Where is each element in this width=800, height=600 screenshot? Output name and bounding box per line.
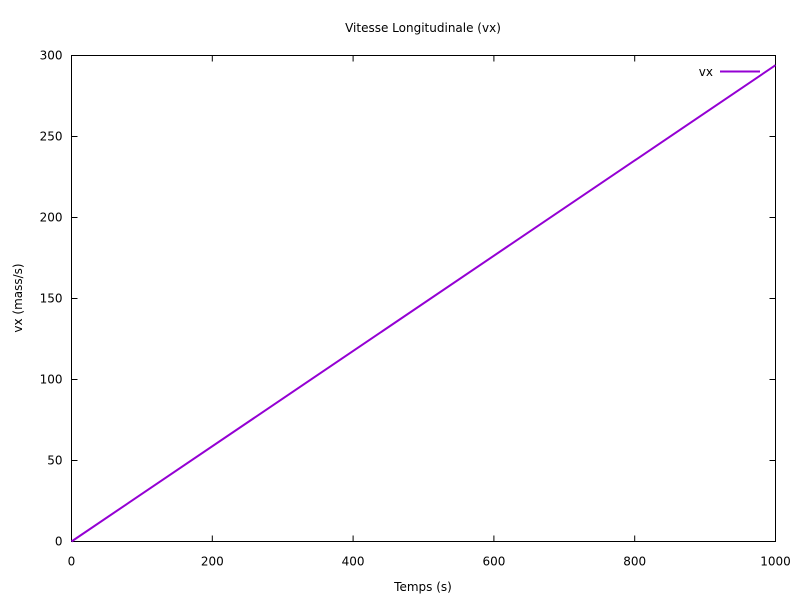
x-tick-label: 800	[623, 555, 646, 569]
y-tick-label: 100	[40, 373, 63, 387]
x-tick-label: 400	[342, 555, 365, 569]
y-tick-label: 200	[40, 211, 63, 225]
x-axis-label: Temps (s)	[393, 580, 452, 594]
x-tick-label: 600	[482, 555, 505, 569]
y-tick-label: 50	[47, 454, 62, 468]
y-tick-label: 300	[40, 49, 63, 63]
legend-label: vx	[699, 65, 713, 79]
y-tick-label: 0	[55, 535, 63, 549]
series-line-vx	[70, 64, 777, 543]
x-tick-label: 1000	[760, 555, 791, 569]
x-tick-label: 200	[201, 555, 224, 569]
y-tick-label: 250	[40, 130, 63, 144]
legend: vx	[699, 65, 760, 79]
y-axis-label: vx (mass/s)	[11, 263, 25, 332]
x-tick-label: 0	[68, 555, 76, 569]
y-tick-label: 150	[40, 292, 63, 306]
plot-frame	[71, 55, 776, 542]
series-layer	[70, 64, 777, 543]
axis-ticks: 0 200 400 600 800 1000 0 50 100 150 200 250 300	[40, 49, 791, 569]
chart-title: Vitesse Longitudinale (vx)	[345, 21, 501, 35]
